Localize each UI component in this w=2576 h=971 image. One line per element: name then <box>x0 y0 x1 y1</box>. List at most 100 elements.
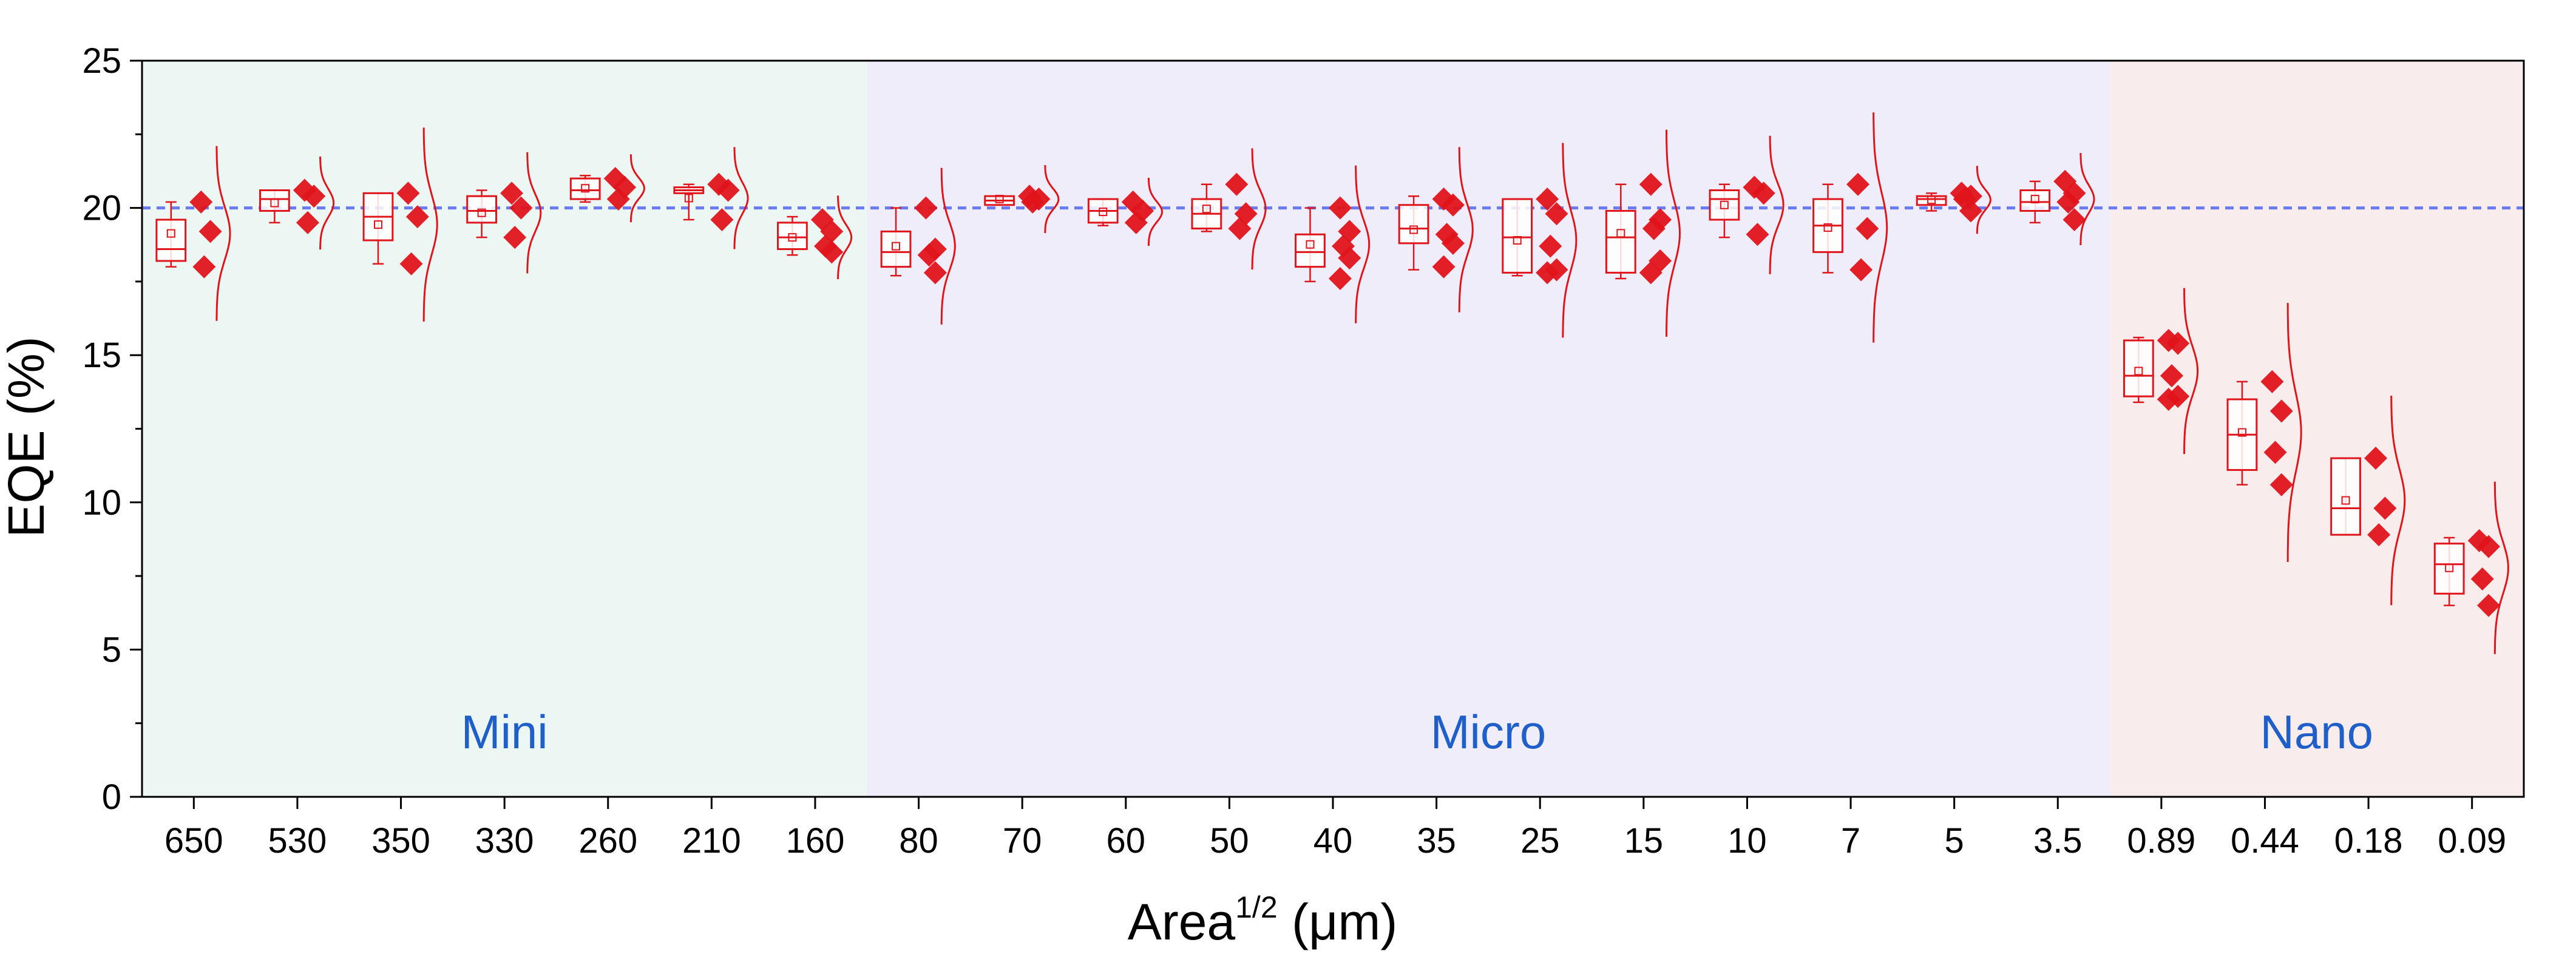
group-10 <box>1709 135 1785 274</box>
x-tick-label: 330 <box>475 821 534 861</box>
data-point <box>1639 261 1663 285</box>
group-25 <box>1502 143 1578 338</box>
distribution-curve <box>1251 148 1267 270</box>
mean-marker <box>166 229 175 238</box>
data-point <box>2062 208 2086 232</box>
region-label-mini: Mini <box>461 705 548 759</box>
data-point <box>1328 196 1352 220</box>
x-tick-label: 7 <box>1841 821 1860 861</box>
distribution-curve <box>1873 112 1888 343</box>
group-40 <box>1295 165 1371 323</box>
data-point <box>1338 246 1361 270</box>
y-tick-label: 20 <box>82 189 121 228</box>
mean-marker <box>788 233 797 242</box>
distribution-curve <box>2493 481 2509 654</box>
mean-marker <box>1409 225 1418 234</box>
distribution-curve <box>1355 165 1371 323</box>
group-330 <box>466 152 542 274</box>
data-point <box>399 252 423 276</box>
x-tick-label: 160 <box>786 821 845 861</box>
group-650 <box>155 146 231 321</box>
group-7 <box>1812 112 1888 343</box>
data-point <box>2260 370 2284 393</box>
box <box>155 218 187 262</box>
data-point <box>1752 181 1775 205</box>
x-tick-label: 10 <box>1727 821 1767 861</box>
box <box>569 177 601 200</box>
x-tick-label: 0.09 <box>2438 821 2506 861</box>
x-axis-title-unit: (μm) <box>1278 893 1398 950</box>
box <box>777 222 808 251</box>
group-5 <box>1916 166 1991 234</box>
mean-marker <box>1202 205 1211 214</box>
group-3.5 <box>2019 153 2095 245</box>
distribution-curve <box>1458 147 1474 313</box>
group-160 <box>777 195 853 279</box>
data-point <box>1021 190 1045 214</box>
region-mini-background <box>142 61 867 797</box>
data-point <box>2476 535 2500 558</box>
mean-marker <box>684 194 693 203</box>
data-point <box>1639 172 1663 196</box>
x-tick-label: 260 <box>578 821 637 861</box>
data-point <box>710 208 734 232</box>
distribution-curve <box>1147 177 1164 246</box>
data-point <box>2367 523 2391 547</box>
box <box>1605 209 1636 274</box>
distribution-curve <box>1769 135 1785 274</box>
data-point <box>2056 190 2080 214</box>
y-tick-label: 15 <box>82 336 121 375</box>
data-point <box>914 196 938 220</box>
mean-marker <box>581 184 590 193</box>
distribution-curve <box>526 152 542 274</box>
distribution-curve <box>1044 164 1060 234</box>
mean-marker <box>1099 208 1108 217</box>
data-point <box>2476 594 2500 617</box>
distribution-curve <box>2390 395 2406 606</box>
group-210 <box>673 147 749 249</box>
data-point <box>2160 364 2183 388</box>
data-point <box>1441 193 1465 217</box>
x-axis-title-superscript: 1/2 <box>1235 890 1278 924</box>
y-tick-label: 5 <box>102 630 121 669</box>
distribution-curve <box>837 195 853 279</box>
data-point <box>1441 231 1465 255</box>
data-point <box>1225 172 1249 196</box>
x-tick-label: 0.44 <box>2231 821 2299 861</box>
mean-marker <box>1616 229 1625 238</box>
group-80 <box>880 167 956 325</box>
mean-marker <box>1513 235 1522 245</box>
data-point <box>302 184 326 208</box>
x-tick-label: 0.89 <box>2127 821 2195 861</box>
data-point <box>1328 267 1352 291</box>
group-350 <box>362 127 438 322</box>
data-point <box>2263 441 2287 464</box>
data-point <box>820 240 844 264</box>
x-tick-label: 0.18 <box>2334 821 2403 861</box>
x-tick-label: 50 <box>1210 821 1249 861</box>
mean-marker <box>477 208 486 217</box>
y-tick-label: 0 <box>102 777 121 817</box>
distribution-curve <box>2183 288 2199 455</box>
y-tick-label: 10 <box>82 483 121 523</box>
mean-marker <box>2134 367 2143 376</box>
group-15 <box>1605 129 1681 337</box>
box <box>1295 233 1326 268</box>
data-point <box>192 255 216 279</box>
box <box>1398 204 1429 245</box>
distribution-curve <box>733 147 749 249</box>
data-point <box>1536 188 1559 211</box>
group-0.18 <box>2330 395 2406 606</box>
data-point <box>296 211 319 234</box>
y-axis-title: EQE (%) <box>0 336 55 537</box>
region-micro-background <box>867 61 2110 797</box>
x-tick-label: 25 <box>1520 821 1560 861</box>
x-tick-label: 3.5 <box>2033 821 2083 861</box>
group-0.89 <box>2123 288 2199 455</box>
data-point <box>509 196 533 220</box>
distribution-curve <box>2079 153 2095 245</box>
distribution-curve <box>1562 143 1578 338</box>
mean-marker <box>995 195 1004 204</box>
mean-marker <box>892 242 901 251</box>
